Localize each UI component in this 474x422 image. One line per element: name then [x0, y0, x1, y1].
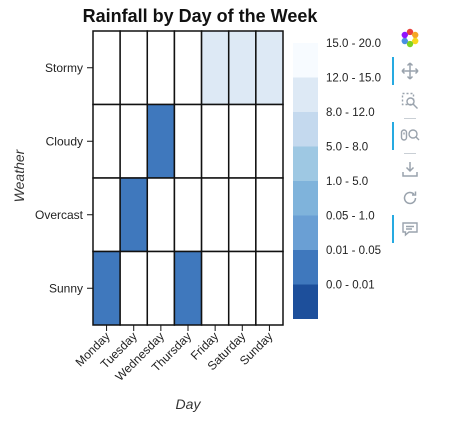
wheel-zoom-icon[interactable] [398, 124, 422, 148]
legend-label: 0.0 - 0.01 [326, 280, 375, 292]
heatmap-cell [174, 252, 201, 326]
chart-title: Rainfall by Day of the Week [83, 6, 319, 26]
legend-label: 8.0 - 12.0 [326, 107, 375, 119]
heatmap-cell [147, 31, 174, 105]
save-icon[interactable] [398, 157, 422, 181]
x-axis: MondayTuesdayWednesdayThursdayFridaySatu… [73, 325, 283, 384]
heatmap-cell [256, 105, 283, 179]
hover-active-indicator [392, 215, 394, 243]
heatmap-cell [120, 252, 147, 326]
heatmap-cells [93, 31, 283, 325]
toolbar-separator [404, 153, 416, 154]
x-axis-label: Day [176, 396, 202, 412]
heatmap-cell [229, 252, 256, 326]
legend-swatch [293, 181, 318, 216]
legend-label: 0.05 - 1.0 [326, 211, 375, 223]
heatmap-cell [93, 178, 120, 252]
y-axis-label: Weather [11, 148, 27, 202]
legend-swatch [293, 112, 318, 147]
chart-toolbar [392, 26, 426, 246]
heatmap-cell [147, 105, 174, 179]
heatmap-cell [202, 178, 229, 252]
box-zoom-icon[interactable] [398, 89, 422, 113]
heatmap-cell [93, 31, 120, 105]
toolbar-separator [404, 118, 416, 119]
bokeh-logo-icon[interactable] [398, 26, 422, 50]
y-axis: Stormy Cloudy Overcast Sunny [35, 31, 93, 325]
legend-label: 12.0 - 15.0 [326, 73, 381, 85]
legend-label: 0.01 - 0.05 [326, 245, 381, 257]
legend-swatch [293, 78, 318, 113]
y-tick-label: Overcast [35, 208, 84, 222]
heatmap-cell [256, 178, 283, 252]
reset-icon[interactable] [398, 186, 422, 210]
heatmap-cell [202, 252, 229, 326]
heatmap-cell [229, 31, 256, 105]
heatmap-cell [229, 178, 256, 252]
y-tick-label: Stormy [45, 61, 83, 75]
heatmap-cell [147, 178, 174, 252]
heatmap-cell [93, 252, 120, 326]
heatmap-cell [174, 105, 201, 179]
heatmap-cell [174, 178, 201, 252]
legend-label: 5.0 - 8.0 [326, 142, 368, 154]
legend-swatch [293, 285, 318, 320]
pan-icon[interactable] [398, 59, 422, 83]
heatmap-cell [202, 31, 229, 105]
heatmap-cell [120, 31, 147, 105]
y-tick-label: Sunny [49, 281, 83, 295]
legend-label: 1.0 - 5.0 [326, 176, 368, 188]
color-legend: 15.0 - 20.0 12.0 - 15.0 8.0 - 12.0 5.0 - 8.… [293, 38, 381, 319]
legend-swatch [293, 43, 318, 78]
legend-swatch [293, 147, 318, 182]
hover-icon[interactable] [398, 217, 422, 241]
pan-active-indicator [392, 57, 394, 85]
heatmap-cell [256, 252, 283, 326]
heatmap-cell [147, 252, 174, 326]
heatmap-cell [229, 105, 256, 179]
heatmap-cell [93, 105, 120, 179]
heatmap-cell [120, 178, 147, 252]
y-tick-label: Cloudy [46, 134, 83, 148]
legend-swatch [293, 250, 318, 285]
legend-label: 15.0 - 20.0 [326, 38, 381, 50]
wheel-zoom-active-indicator [392, 122, 394, 150]
heatmap-cell [256, 31, 283, 105]
heatmap-cell [202, 105, 229, 179]
heatmap-cell [174, 31, 201, 105]
heatmap-cell [120, 105, 147, 179]
legend-swatch [293, 216, 318, 251]
